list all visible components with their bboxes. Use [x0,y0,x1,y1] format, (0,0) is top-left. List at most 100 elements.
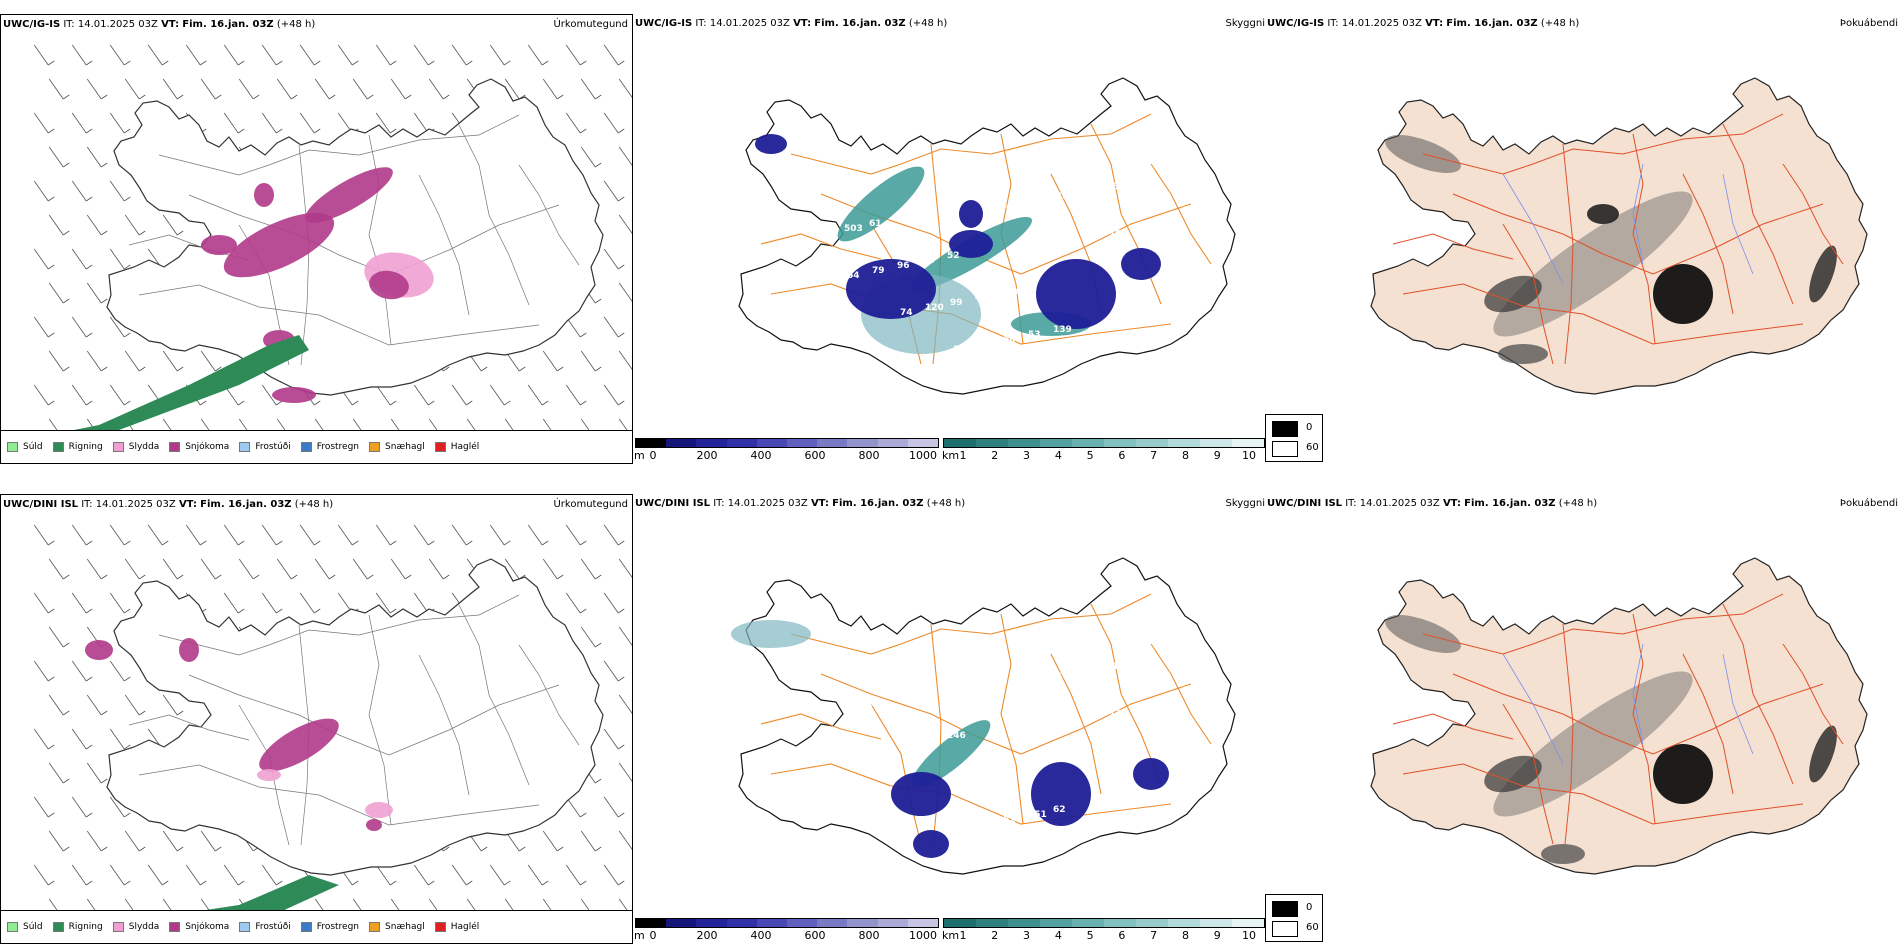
road-line [368,614,392,826]
colorbar-cell [944,919,976,927]
colorbar-tick: 8 [1181,929,1189,942]
ceiling-value-label: 49 [975,293,988,303]
legend-item: Haglél [434,922,479,932]
legend-item: Rigning [52,442,103,452]
colorbar-cell [666,439,697,447]
colorbar-tick: 1 [959,929,967,942]
colorbar-cell [976,439,1008,447]
colorbar-cell [1136,919,1168,927]
ceiling-value-label: 58 [922,256,935,266]
colorbar-tick: 6 [1118,449,1126,462]
ceiling-value-label: 45 [1006,202,1019,212]
legend-swatch [300,442,312,452]
colorbar-cell [787,919,818,927]
ceiling-value-label: 101 [953,345,972,355]
panel-header: UWC/DINI ISL IT: 14.01.2025 03Z VT: Fim.… [1267,498,1598,509]
road-line [188,194,560,276]
colorbar-tick: 4 [1054,449,1062,462]
iceland-outline [85,558,604,913]
road-line [790,113,1152,175]
colorbar-cell [696,439,727,447]
colorbar-tick: 200 [696,449,718,462]
ceiling-value-label: 121 [1059,239,1078,249]
ceiling-visibility-panel-dini: UWC/DINI ISL IT: 14.01.2025 03Z VT: Fim.… [633,494,1265,944]
road-line [1402,283,1804,345]
ceiling-value-label: 52 [947,251,960,261]
fog-index-map [1370,557,1868,875]
legend-item: Frostregn [300,442,359,452]
product-name: Þokuábendi [1839,18,1898,29]
colorbar-cell [1008,919,1040,927]
ceiling-value-label: 151 [1028,810,1047,820]
ceiling-value-label: 71 [1000,768,1013,778]
colorbar-cell [944,439,976,447]
colorbar-tick: 1000 [909,449,937,462]
colorbar-tick: 1 [959,449,967,462]
fog-legend-swatch [1272,421,1298,437]
fog-legend-swatch [1272,441,1298,457]
ceiling-value-label: 129 [1000,288,1019,298]
legend-swatch [112,442,124,452]
ceiling-value-label: 383 [1106,182,1125,192]
colorbar-tick: 0 [649,929,657,942]
ceiling-value-label: 46 [872,746,885,756]
road-line [760,233,882,260]
legend-item: Frostúði [239,442,291,452]
colorbar-cell [1232,919,1264,927]
colorbar-tick: 800 [858,929,880,942]
legend-item: Súld [7,922,43,932]
product-name: Úrkomutegund [553,499,628,510]
legend-swatch [169,922,181,932]
ceiling-value-label: 81 [897,741,910,751]
colorbar-cell [1168,919,1200,927]
legend-swatch [239,442,251,452]
colorbar-tick: 6 [1118,929,1126,942]
legend-swatch [52,442,64,452]
ceiling-value-label: 53 [1028,330,1041,340]
legend-item: Slydda [112,442,159,452]
fog-legend: 0 60 [1265,414,1323,462]
precip-panel-ig: UWC/IG-IS IT: 14.01.2025 03Z VT: Fim. 16… [0,14,633,464]
road-line [1422,593,1784,655]
ceiling-value-label: 95 [978,340,991,350]
legend-swatch [239,922,251,932]
road-line [368,134,392,346]
road-line [1782,643,1844,745]
ceiling-value-label: 81 [841,177,854,187]
colorbar-tick: 5 [1086,449,1094,462]
colorbar-unit: km [942,449,960,462]
colorbar-tick: 8 [1181,449,1189,462]
ceiling-value-label: 68 [1003,335,1016,345]
colorbar-tick: 3 [1023,929,1031,942]
panel-header: UWC/DINI ISL IT: 14.01.2025 03Z VT: Fim.… [635,498,966,509]
colorbar-cells [943,918,1265,928]
legend-item: Rigning [52,922,103,932]
legend-swatch [434,922,446,932]
colorbar-cells [943,438,1265,448]
road-line [138,284,540,346]
ceiling-value-label: 61 [1106,662,1119,672]
colorbar-tick: 2 [991,929,999,942]
road-line [820,673,1192,755]
colorbar-cell [756,439,788,447]
iceland-outline [1370,77,1868,395]
road-line [760,713,882,740]
legend-label: Snjókoma [185,442,230,452]
legend-label: Súld [23,922,43,932]
ceiling-value-label: 64 [950,778,963,788]
ceiling-value-label: 70 [894,214,907,224]
colorbar-cell [787,439,818,447]
ceiling-value-label: 122 [922,736,941,746]
colorbar-cell [817,439,848,447]
colorbar-tick: 400 [750,449,772,462]
ceiling-value-label: 129 [1109,709,1128,719]
colorbar-cell [696,919,727,927]
river-lines [1502,643,1754,765]
legend-swatch [7,442,18,452]
road-line [1722,123,1794,305]
ceiling-value-label: 77 [1031,197,1044,207]
panel-header: UWC/IG-IS IT: 14.01.2025 03Z VT: Fim. 16… [3,19,316,30]
road-line [1502,703,1554,845]
road-line [1502,223,1554,365]
iceland-outline [1370,557,1868,875]
